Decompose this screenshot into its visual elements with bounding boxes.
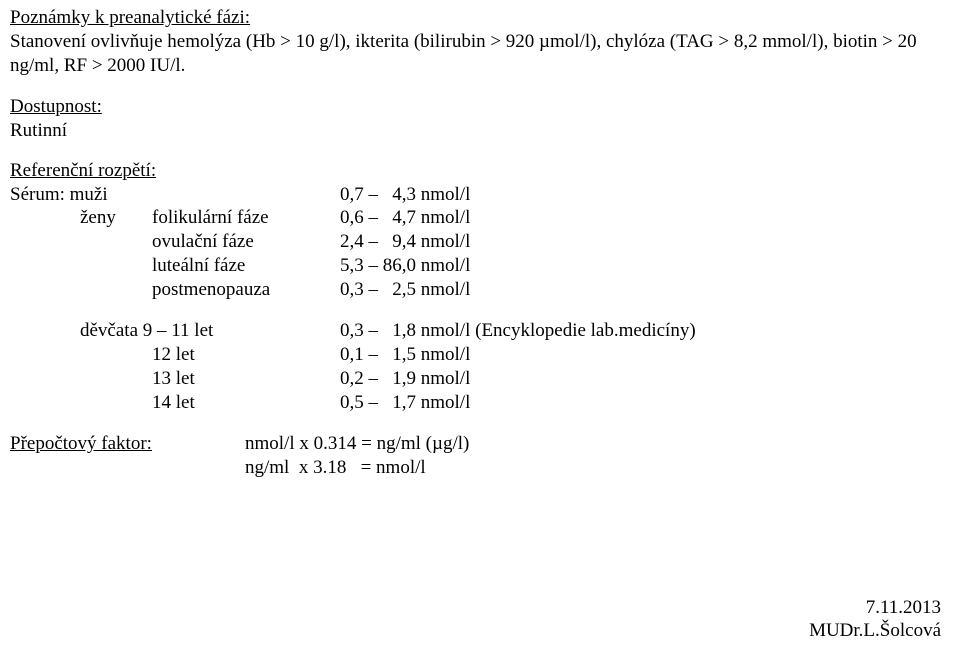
spacer bbox=[10, 456, 245, 480]
reference-row-serum: Sérum: muži 0,7 – 4,3 nmol/l bbox=[10, 183, 949, 207]
girls-range-13: 0,2 – 1,9 nmol/l bbox=[340, 367, 949, 391]
girls-range-12: 0,1 – 1,5 nmol/l bbox=[340, 343, 949, 367]
reference-heading: Referenční rozpětí: bbox=[10, 159, 949, 183]
girls-age-12: 12 let bbox=[10, 343, 340, 367]
reference-folikularni-label: folikulární fáze bbox=[152, 206, 340, 230]
reference-lutealni-label: luteální fáze bbox=[152, 254, 340, 278]
availability-value: Rutinní bbox=[10, 119, 949, 143]
reference-serum-label: Sérum: muži bbox=[10, 183, 340, 207]
spacer bbox=[10, 230, 152, 254]
preanalytic-section: Poznámky k preanalytické fázi: Stanovení… bbox=[10, 6, 949, 77]
reference-ovulacni-range: 2,4 – 9,4 nmol/l bbox=[340, 230, 949, 254]
spacer bbox=[10, 254, 152, 278]
girls-row-13: 13 let 0,2 – 1,9 nmol/l bbox=[10, 367, 949, 391]
factor-section: Přepočtový faktor: nmol/l x 0.314 = ng/m… bbox=[10, 432, 949, 480]
reference-zeny-label: ženy bbox=[10, 206, 152, 230]
factor-row-1: Přepočtový faktor: nmol/l x 0.314 = ng/m… bbox=[10, 432, 949, 456]
factor-row-2: ng/ml x 3.18 = nmol/l bbox=[10, 456, 949, 480]
reference-postmeno-label: postmenopauza bbox=[152, 278, 340, 302]
document-page: Poznámky k preanalytické fázi: Stanovení… bbox=[0, 0, 959, 657]
girls-label: děvčata 9 – 11 let bbox=[10, 319, 340, 343]
reference-lutealni-range: 5,3 – 86,0 nmol/l bbox=[340, 254, 949, 278]
girls-section: děvčata 9 – 11 let 0,3 – 1,8 nmol/l (Enc… bbox=[10, 319, 949, 414]
factor-line-2: ng/ml x 3.18 = nmol/l bbox=[245, 456, 949, 480]
reference-serum-range: 0,7 – 4,3 nmol/l bbox=[340, 183, 949, 207]
girls-age-13: 13 let bbox=[10, 367, 340, 391]
girls-range-14: 0,5 – 1,7 nmol/l bbox=[340, 391, 949, 415]
reference-postmeno-range: 0,3 – 2,5 nmol/l bbox=[340, 278, 949, 302]
reference-row-folikularni: ženy folikulární fáze 0,6 – 4,7 nmol/l bbox=[10, 206, 949, 230]
factor-heading: Přepočtový faktor: bbox=[10, 432, 245, 456]
availability-section: Dostupnost: Rutinní bbox=[10, 95, 949, 143]
girls-range-9-11: 0,3 – 1,8 nmol/l (Encyklopedie lab.medic… bbox=[340, 319, 949, 343]
spacer bbox=[10, 278, 152, 302]
reference-ovulacni-label: ovulační fáze bbox=[152, 230, 340, 254]
footer-block: 7.11.2013 MUDr.L.Šolcová bbox=[809, 596, 941, 644]
reference-folikularni-range: 0,6 – 4,7 nmol/l bbox=[340, 206, 949, 230]
footer-author: MUDr.L.Šolcová bbox=[809, 619, 941, 643]
factor-line-1: nmol/l x 0.314 = ng/ml (µg/l) bbox=[245, 432, 949, 456]
availability-heading: Dostupnost: bbox=[10, 95, 949, 119]
reference-section: Referenční rozpětí: Sérum: muži 0,7 – 4,… bbox=[10, 159, 949, 302]
girls-row-14: 14 let 0,5 – 1,7 nmol/l bbox=[10, 391, 949, 415]
preanalytic-text: Stanovení ovlivňuje hemolýza (Hb > 10 g/… bbox=[10, 30, 949, 78]
reference-row-lutealni: luteální fáze 5,3 – 86,0 nmol/l bbox=[10, 254, 949, 278]
girls-row-9-11: děvčata 9 – 11 let 0,3 – 1,8 nmol/l (Enc… bbox=[10, 319, 949, 343]
reference-row-ovulacni: ovulační fáze 2,4 – 9,4 nmol/l bbox=[10, 230, 949, 254]
reference-row-postmeno: postmenopauza 0,3 – 2,5 nmol/l bbox=[10, 278, 949, 302]
girls-row-12: 12 let 0,1 – 1,5 nmol/l bbox=[10, 343, 949, 367]
footer-date: 7.11.2013 bbox=[809, 596, 941, 620]
preanalytic-heading: Poznámky k preanalytické fázi: bbox=[10, 6, 949, 30]
girls-age-14: 14 let bbox=[10, 391, 340, 415]
